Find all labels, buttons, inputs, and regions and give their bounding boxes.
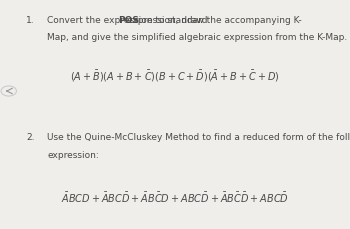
Text: Use the Quine-McCluskey Method to find a reduced form of the following: Use the Quine-McCluskey Method to find a…	[47, 133, 350, 142]
Text: Convert the expression to standard: Convert the expression to standard	[47, 16, 211, 25]
Text: $(A + \bar{B})(A + B + \bar{C})(B + C + \bar{D})(\bar{A} + B + \bar{C} + D)$: $(A + \bar{B})(A + B + \bar{C})(B + C + …	[70, 69, 280, 84]
Text: 2.: 2.	[26, 133, 35, 142]
Text: expression:: expression:	[47, 150, 99, 159]
Text: expression, draw the accompanying K-: expression, draw the accompanying K-	[124, 16, 302, 25]
Text: POS: POS	[118, 16, 139, 25]
Text: Map, and give the simplified algebraic expression from the K-Map.: Map, and give the simplified algebraic e…	[47, 33, 348, 42]
Text: 1.: 1.	[26, 16, 35, 25]
Text: $\bar{A}BCD + \bar{A}BC\bar{D} + \bar{A}B\bar{C}D + ABC\bar{D} + \bar{A}B\bar{C}: $\bar{A}BCD + \bar{A}BC\bar{D} + \bar{A}…	[61, 190, 289, 204]
